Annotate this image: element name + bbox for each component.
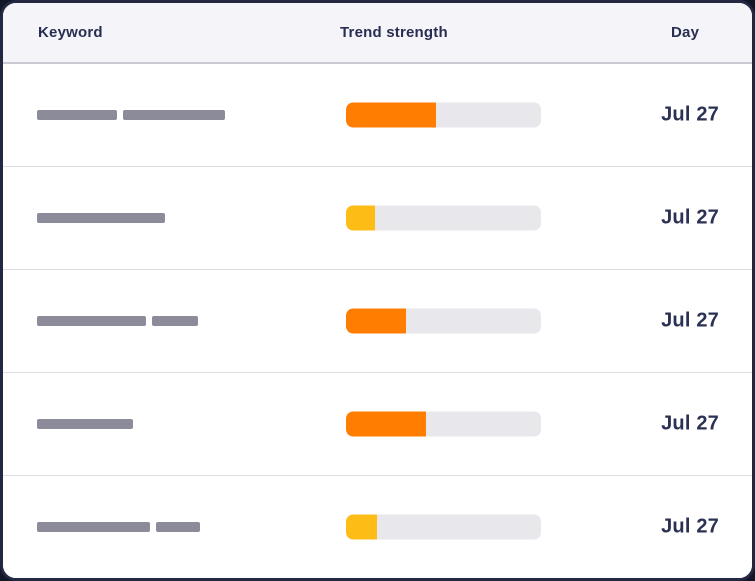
table-row[interactable]: Jul 27 bbox=[3, 167, 752, 270]
column-header-trend-strength: Trend strength bbox=[340, 24, 448, 41]
table-row[interactable]: Jul 27 bbox=[3, 373, 752, 476]
trend-strength-bar-track bbox=[346, 205, 541, 231]
keyword-skeleton-group bbox=[37, 110, 225, 120]
table-row[interactable]: Jul 27 bbox=[3, 64, 752, 167]
table-row[interactable]: Jul 27 bbox=[3, 476, 752, 578]
table-body: Jul 27 Jul 27 Jul 27 Jul 27 bbox=[3, 64, 752, 578]
day-value: Jul 27 bbox=[661, 515, 719, 538]
trend-strength-bar-fill bbox=[346, 205, 376, 231]
keyword-skeleton-bar bbox=[37, 213, 165, 223]
day-value: Jul 27 bbox=[661, 103, 719, 126]
table-row[interactable]: Jul 27 bbox=[3, 270, 752, 373]
keyword-skeleton-group bbox=[37, 316, 198, 326]
keyword-skeleton-bar bbox=[37, 316, 146, 326]
day-value: Jul 27 bbox=[661, 412, 719, 435]
keyword-skeleton-bar bbox=[37, 522, 150, 532]
keyword-skeleton-bar bbox=[156, 522, 200, 532]
table-header-row: Keyword Trend strength Day bbox=[3, 3, 752, 64]
keyword-skeleton-bar bbox=[37, 110, 117, 120]
trend-strength-bar-fill bbox=[346, 411, 426, 437]
trend-strength-bar-track bbox=[346, 411, 541, 437]
trend-strength-bar-fill bbox=[346, 102, 436, 128]
keyword-skeleton-bar bbox=[152, 316, 198, 326]
trend-strength-bar-track bbox=[346, 514, 541, 540]
keyword-skeleton-bar bbox=[37, 419, 133, 429]
day-value: Jul 27 bbox=[661, 309, 719, 332]
keyword-skeleton-group bbox=[37, 213, 165, 223]
keyword-skeleton-group bbox=[37, 522, 200, 532]
column-header-day: Day bbox=[671, 24, 700, 41]
column-header-keyword: Keyword bbox=[38, 24, 103, 41]
trend-strength-bar-fill bbox=[346, 514, 378, 540]
trend-strength-bar-fill bbox=[346, 308, 407, 334]
trend-strength-bar-track bbox=[346, 308, 541, 334]
keyword-skeleton-bar bbox=[123, 110, 225, 120]
keyword-skeleton-group bbox=[37, 419, 133, 429]
day-value: Jul 27 bbox=[661, 206, 719, 229]
trend-strength-bar-track bbox=[346, 102, 541, 128]
